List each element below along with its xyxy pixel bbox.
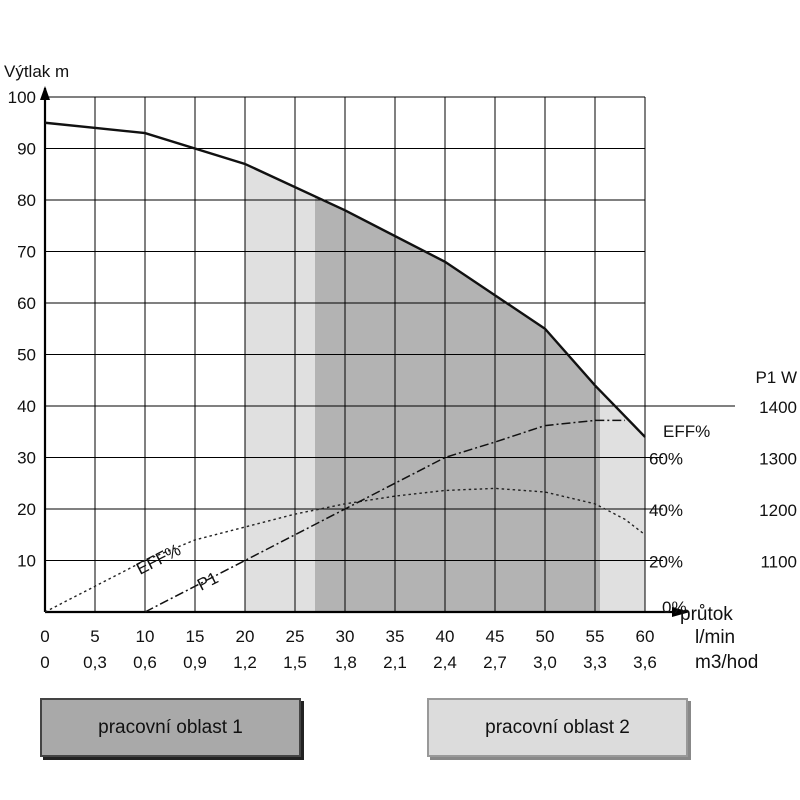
grid <box>45 96 735 613</box>
y-tick-label: 70 <box>17 243 36 262</box>
y-tick-label: 40 <box>17 397 36 416</box>
x-tick-label-m3h: 2,4 <box>433 653 457 672</box>
eff-curve-label: EFF% <box>133 540 184 578</box>
p1-axis-title: P1 W <box>755 368 797 387</box>
x-tick-label-lmin: 60 <box>636 627 655 646</box>
eff-tick-label: 60% <box>649 450 683 469</box>
series-p1-line <box>144 419 625 613</box>
y-axis-arrow <box>40 86 50 100</box>
series-h-line <box>44 121 646 438</box>
x-axis-title-line: průtok <box>680 604 733 625</box>
y-tick-label: 80 <box>17 191 36 210</box>
legend-area-2-label: pracovní oblast 2 <box>485 716 630 738</box>
y-tick-label: 90 <box>17 140 36 159</box>
x-tick-label-m3h: 0,6 <box>133 653 157 672</box>
y-tick-label: 10 <box>17 552 36 571</box>
y-tick-label: 20 <box>17 500 36 519</box>
x-tick-label-m3h: 0 <box>40 653 49 672</box>
legend-area-1-label: pracovní oblast 1 <box>98 716 243 738</box>
x-tick-label-lmin: 20 <box>236 627 255 646</box>
y-tick-label: 100 <box>8 88 36 107</box>
x-axis-title-line: l/min <box>695 627 735 648</box>
legend-area-1: pracovní oblast 1 <box>40 698 301 757</box>
working-area-1 <box>315 196 600 612</box>
p1-tick-label: 1200 <box>759 501 797 520</box>
p1-tick-label: 1100 <box>760 553 797 572</box>
x-axis-title-line: m3/hod <box>695 652 758 673</box>
axes <box>40 86 690 617</box>
eff-tick-label: 40% <box>649 501 683 520</box>
x-tick-label-lmin: 25 <box>286 627 305 646</box>
y-axis-title: Výtlak m <box>4 62 69 81</box>
x-tick-label-m3h: 1,2 <box>233 653 257 672</box>
pump-curve-chart: 10 20 30 40 50 60 70 80 90 100 0 5 10 15 20 25 30 35 40 45 5… <box>4 62 797 673</box>
x-tick-label-m3h: 3,3 <box>583 653 607 672</box>
series-eff--line <box>44 487 646 613</box>
p1-curve-label: P1 <box>194 568 221 594</box>
x-tick-label-lmin: 50 <box>536 627 555 646</box>
y-tick-label: 50 <box>17 346 36 365</box>
x-tick-label-m3h: 3,0 <box>533 653 557 672</box>
x-tick-label-m3h: 2,1 <box>383 653 407 672</box>
curves <box>44 121 646 613</box>
y-tick-label: 60 <box>17 294 36 313</box>
legend-area-2: pracovní oblast 2 <box>427 698 688 757</box>
x-tick-label-lmin: 30 <box>336 627 355 646</box>
x-tick-label-m3h: 3,6 <box>633 653 657 672</box>
x-tick-label-lmin: 5 <box>90 627 99 646</box>
x-tick-label-m3h: 0,9 <box>183 653 207 672</box>
x-tick-label-lmin: 45 <box>486 627 505 646</box>
p1-tick-label: 1400 <box>759 398 797 417</box>
x-tick-label-m3h: 2,7 <box>483 653 507 672</box>
x-tick-label-lmin: 40 <box>436 627 455 646</box>
p1-tick-label: 1300 <box>759 450 797 469</box>
eff-tick-label: 20% <box>649 553 683 572</box>
x-tick-label-m3h: 0,3 <box>83 653 107 672</box>
x-tick-label-lmin: 55 <box>586 627 605 646</box>
x-tick-label-lmin: 10 <box>136 627 155 646</box>
x-axis-arrow <box>672 607 690 617</box>
x-tick-label-lmin: 0 <box>40 627 49 646</box>
x-tick-label-m3h: 1,5 <box>283 653 307 672</box>
x-tick-label-lmin: 15 <box>186 627 205 646</box>
x-tick-label-lmin: 35 <box>386 627 405 646</box>
y-tick-label: 30 <box>17 449 36 468</box>
eff-curve-label-right: EFF% <box>663 422 710 441</box>
x-tick-label-m3h: 1,8 <box>333 653 357 672</box>
eff-tick-label: 0% <box>662 598 687 617</box>
